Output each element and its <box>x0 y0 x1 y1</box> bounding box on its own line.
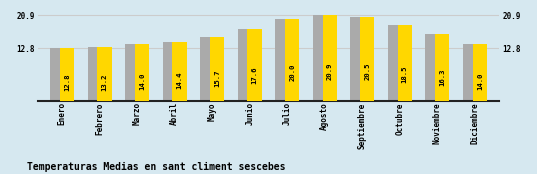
Text: 16.3: 16.3 <box>439 69 445 86</box>
Text: Temperaturas Medias en sant climent sescebes: Temperaturas Medias en sant climent sesc… <box>27 162 285 172</box>
Bar <box>323 15 337 101</box>
Bar <box>163 42 177 101</box>
Bar <box>125 44 139 101</box>
Bar <box>398 25 412 101</box>
Bar <box>388 25 402 101</box>
Text: 20.0: 20.0 <box>289 64 295 81</box>
Bar <box>435 34 449 101</box>
Bar <box>50 48 64 101</box>
Bar <box>60 48 74 101</box>
Text: 14.0: 14.0 <box>477 72 483 90</box>
Text: 12.8: 12.8 <box>64 74 70 91</box>
Text: 17.6: 17.6 <box>252 67 258 84</box>
Text: 18.5: 18.5 <box>402 66 408 83</box>
Bar <box>172 42 187 101</box>
Bar <box>313 15 327 101</box>
Bar <box>88 47 102 101</box>
Bar <box>97 47 112 101</box>
Text: 14.0: 14.0 <box>139 72 145 90</box>
Bar <box>248 29 262 101</box>
Bar <box>285 19 299 101</box>
Text: 13.2: 13.2 <box>101 73 107 91</box>
Bar <box>238 29 252 101</box>
Bar <box>463 44 477 101</box>
Bar <box>210 37 224 101</box>
Bar <box>350 17 365 101</box>
Bar <box>200 37 214 101</box>
Bar <box>360 17 374 101</box>
Text: 14.4: 14.4 <box>177 72 183 89</box>
Text: 20.5: 20.5 <box>364 63 370 80</box>
Bar <box>425 34 440 101</box>
Text: 20.9: 20.9 <box>326 62 333 80</box>
Bar <box>275 19 289 101</box>
Bar <box>135 44 149 101</box>
Bar <box>473 44 487 101</box>
Text: 15.7: 15.7 <box>214 70 220 87</box>
